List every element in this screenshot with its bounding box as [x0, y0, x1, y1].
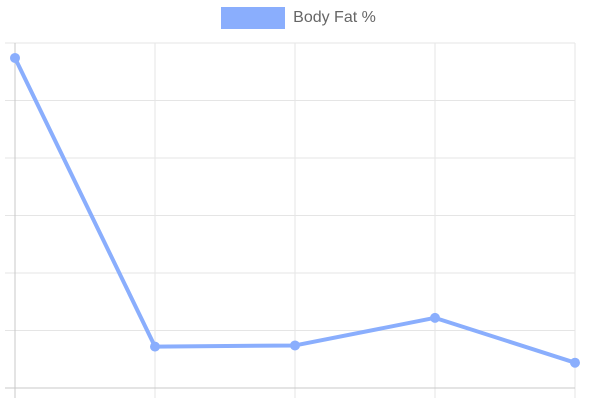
data-point	[290, 340, 300, 351]
data-point	[430, 312, 440, 323]
legend-swatch	[221, 7, 286, 29]
data-point	[570, 357, 580, 368]
data-point	[150, 341, 160, 352]
chart-legend[interactable]: Body Fat %	[0, 7, 597, 29]
legend-label: Body Fat %	[293, 9, 376, 26]
data-point	[10, 52, 20, 63]
